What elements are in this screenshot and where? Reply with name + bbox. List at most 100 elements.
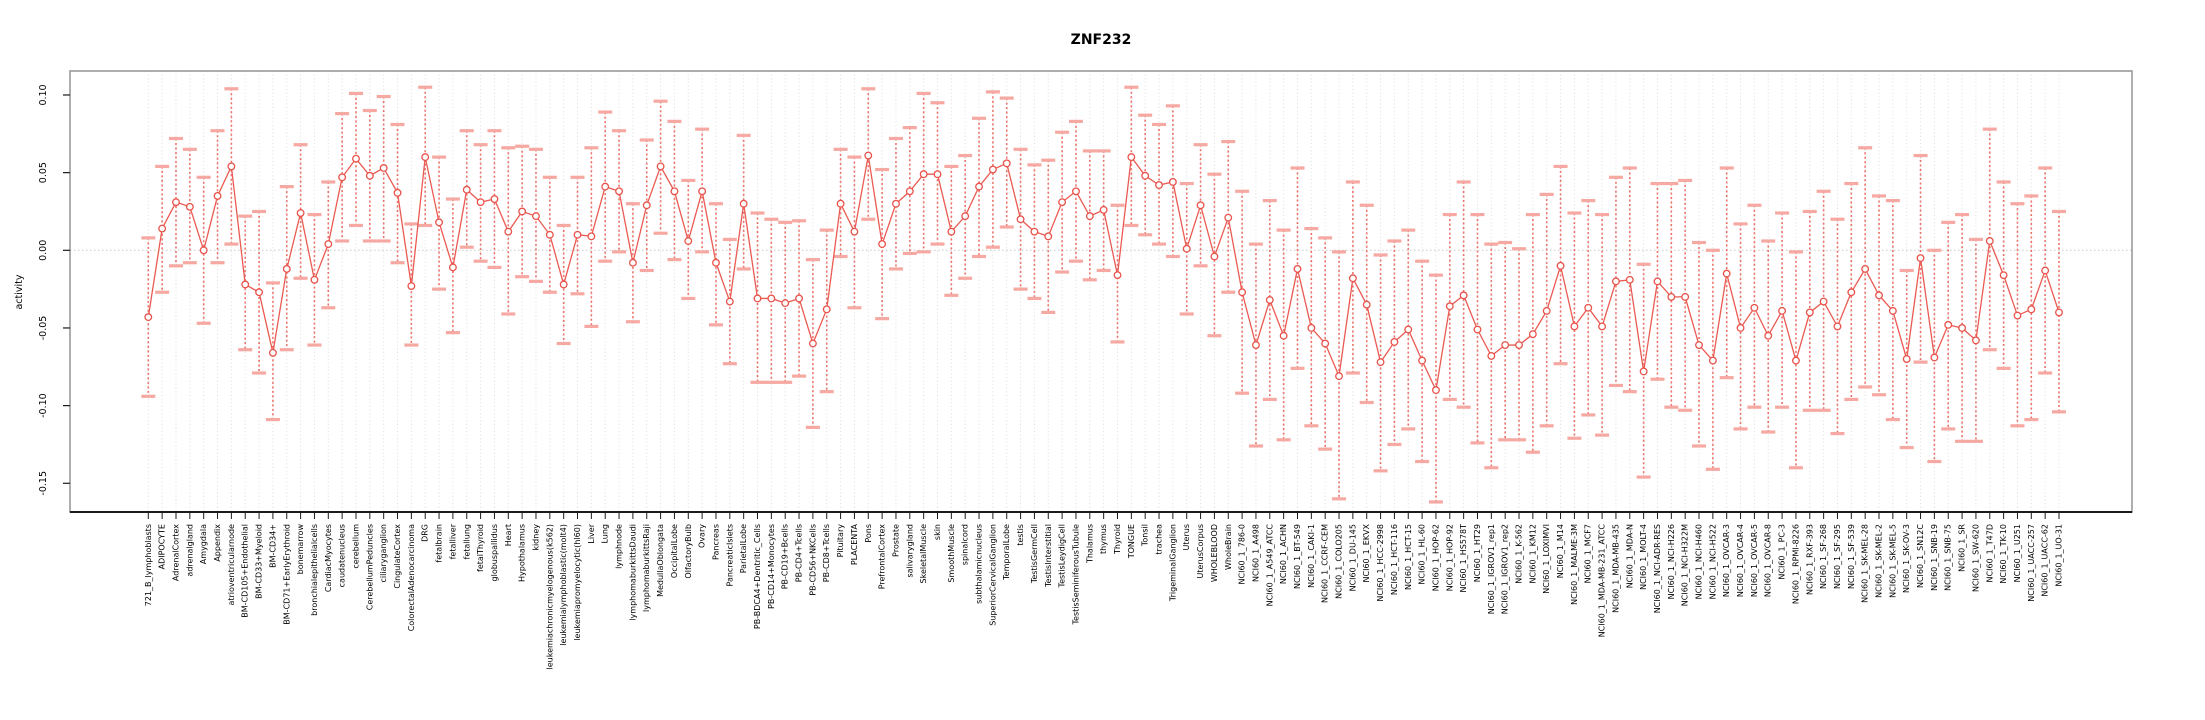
data-point <box>1501 341 1510 349</box>
data-point <box>268 348 277 357</box>
x-tick-label: NCI60_1_MCF7 <box>1584 524 1593 583</box>
data-point <box>1030 227 1039 236</box>
x-tick-label: NCI60_1_786-0 <box>1238 524 1247 584</box>
data-point <box>767 294 776 303</box>
data-point <box>241 280 250 289</box>
data-point <box>1999 271 2008 280</box>
data-point <box>1556 261 1565 270</box>
data-point <box>933 170 942 179</box>
x-tick-label: cerebellum <box>351 524 360 569</box>
x-tick-label: bronchialepithelialcells <box>310 524 319 616</box>
x-tick-label: PB-CD4+Tcells <box>795 524 804 582</box>
data-point <box>1971 336 1980 345</box>
data-point <box>559 280 568 289</box>
x-tick-label: NCI60_1_SNB-75 <box>1944 524 1953 591</box>
data-point <box>1321 339 1330 348</box>
x-tick-label: NCI60_1_U251 <box>2013 524 2022 582</box>
x-tick-label: NCI60_1_DU-145 <box>1348 524 1357 591</box>
x-tick-label: SkeletalMuscle <box>919 524 928 584</box>
x-tick-label: Pancreas <box>711 524 720 560</box>
data-point <box>725 297 734 306</box>
data-point <box>615 187 624 196</box>
x-tick-label: NCI60_1_TK-10 <box>1999 524 2008 584</box>
data-point <box>504 227 513 236</box>
x-tick-label: fetallung <box>462 524 471 559</box>
data-point <box>1930 353 1939 362</box>
x-tick-label: Pituitary <box>836 524 845 558</box>
x-tick-label: NCI60_1_SN12C <box>1916 524 1925 588</box>
data-point <box>1681 292 1690 301</box>
data-point <box>988 165 997 174</box>
data-point <box>545 230 554 239</box>
y-axis: 0.10 0.05 0.00 -0.05 -0.10 -0.15 <box>38 84 70 496</box>
data-point <box>324 240 333 249</box>
data-point <box>1307 324 1316 332</box>
x-axis: 721_B_lymphoblasts ADIPOCYTE AdrenalCortex… <box>144 512 2064 669</box>
x-tick-label: Tonsil <box>1141 524 1150 547</box>
x-tick-label: TrigeminalGanglion <box>1168 524 1177 602</box>
x-tick-label: NCI60_1_CAKI-1 <box>1307 524 1316 588</box>
x-tick-label: NCI60_1_EKVX <box>1362 523 1371 582</box>
x-tick-label: Liver <box>587 523 596 543</box>
data-point <box>393 188 402 197</box>
data-point <box>1445 302 1454 311</box>
x-tick-label: NCI60_1_K-562 <box>1515 524 1524 584</box>
x-tick-label: WholeBrain <box>1224 524 1233 570</box>
data-point <box>1736 324 1745 332</box>
x-tick-label: fetalbrain <box>435 524 444 563</box>
data-point <box>1265 296 1274 304</box>
data-point <box>1708 356 1717 365</box>
data-point <box>1141 171 1150 180</box>
x-tick-label: TestisInterstitial <box>1044 524 1053 588</box>
data-point <box>947 227 956 236</box>
x-tick-label: NCI60_1_MDA-N <box>1625 524 1634 588</box>
data-point <box>2027 305 2036 314</box>
x-tick-label: NCI60_1_IGROV1_rep1 <box>1487 524 1496 614</box>
x-tick-label: 721_B_lymphoblasts <box>144 524 153 606</box>
data-point <box>1224 213 1233 222</box>
x-tick-label: ColorectalAdenocarcinoma <box>407 524 416 631</box>
x-tick-label: BM-CD71+EarlyErythroid <box>282 524 291 625</box>
data-point <box>1667 292 1676 301</box>
x-tick-label: TONGUE <box>1127 524 1136 559</box>
data-point <box>1542 306 1551 315</box>
data-point <box>1473 325 1482 334</box>
x-tick-label: UterusCorpus <box>1196 524 1205 579</box>
data-point <box>684 237 693 245</box>
x-tick-label: Thyroid <box>1113 524 1122 555</box>
x-tick-label: testis <box>1016 524 1025 546</box>
x-tick-label: CardiacMyocytes <box>324 524 333 592</box>
x-tick-label: PancreaticIslets <box>725 524 734 587</box>
data-point <box>1584 303 1593 312</box>
x-tick-label: NCI60_1_MOLT-4 <box>1639 524 1648 590</box>
data-point <box>1279 331 1288 340</box>
data-point <box>1805 308 1814 317</box>
data-point <box>1861 264 1870 273</box>
data-point <box>532 212 540 221</box>
x-tick-label: OlfactoryBulb <box>684 524 693 579</box>
data-point <box>864 151 873 160</box>
x-tick-label: NCI60_1_OVCAR-5 <box>1750 524 1759 597</box>
x-tick-label: adrenalgland <box>185 524 194 577</box>
data-point <box>213 191 222 200</box>
x-tick-label: leukemialymphoblastic(molt4) <box>559 524 568 646</box>
x-tick-label: PrefrontalCortex <box>878 524 887 590</box>
data-point <box>1335 372 1343 381</box>
data-point <box>1002 159 1011 168</box>
data-point <box>1598 322 1607 331</box>
data-point <box>1404 325 1413 334</box>
x-tick-label: NCI60_1_HCT-116 <box>1390 524 1399 595</box>
data-point <box>670 187 679 196</box>
data-point <box>836 199 845 208</box>
y-tick-label: -0.10 <box>38 393 49 418</box>
x-tick-label: NCI60_1_SK-MEL-2 <box>1875 524 1884 598</box>
x-tick-label: Heart <box>504 524 513 546</box>
x-tick-label: caudatenucleus <box>338 524 347 587</box>
data-points <box>144 151 2063 395</box>
x-tick-label: skin <box>933 524 942 540</box>
data-point <box>227 162 236 171</box>
data-point <box>379 164 388 172</box>
x-tick-label: NCI60_1_SK-OV-3 <box>1902 524 1911 593</box>
x-tick-label: NCI60_1_SF-539 <box>1847 524 1856 589</box>
x-tick-label: leukemiapromyelocytic(hl60) <box>573 524 582 641</box>
